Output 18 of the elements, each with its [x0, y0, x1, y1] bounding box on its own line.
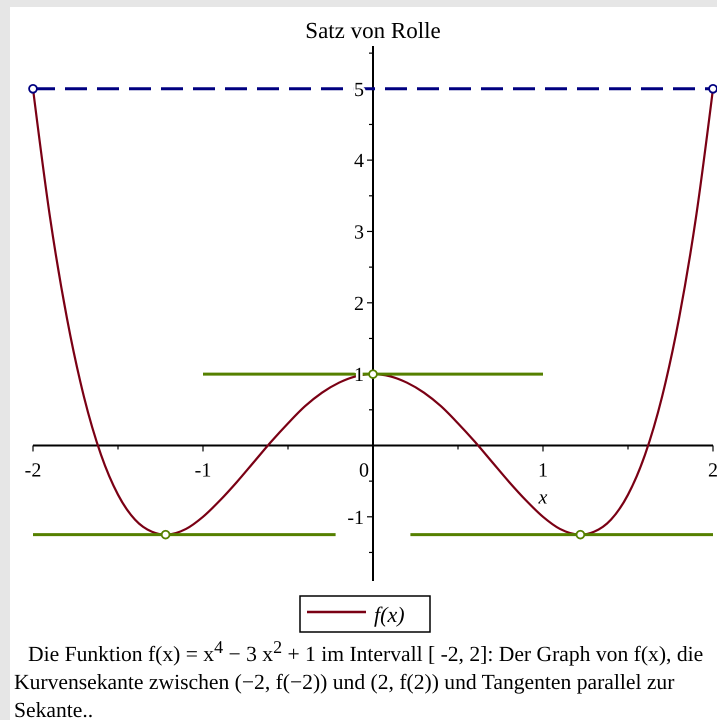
x-tick-label: -2	[24, 459, 42, 482]
text: Die Funktion f(x) = x$^{4}$ − 3 x$^{2}$ + 1 im Intervall [ -2, 2]: Der Graph von f(x), die Kurvensekante zwischen (−2, f(−2)) und (2, f(2)) und Tangenten parallel zur Sekante..	[14, 636, 704, 720]
y-tick-label: 3	[354, 221, 364, 244]
point	[368, 369, 378, 379]
legend-label: f(x)	[374, 602, 405, 627]
point	[576, 530, 586, 540]
x-axis-title: x	[538, 486, 548, 508]
y-tick-label: -1	[347, 506, 364, 529]
point	[708, 84, 717, 94]
y-tick-label: 2	[354, 292, 364, 315]
x-tick-label: 1	[538, 459, 548, 482]
x-tick-label: 0	[359, 459, 369, 482]
point	[28, 84, 38, 94]
x-tick-label: -1	[194, 459, 212, 482]
chart-title: Satz von Rolle	[305, 18, 441, 43]
x-tick-label: 2	[708, 459, 717, 482]
point	[160, 530, 170, 540]
y-tick-label: 4	[354, 150, 364, 172]
